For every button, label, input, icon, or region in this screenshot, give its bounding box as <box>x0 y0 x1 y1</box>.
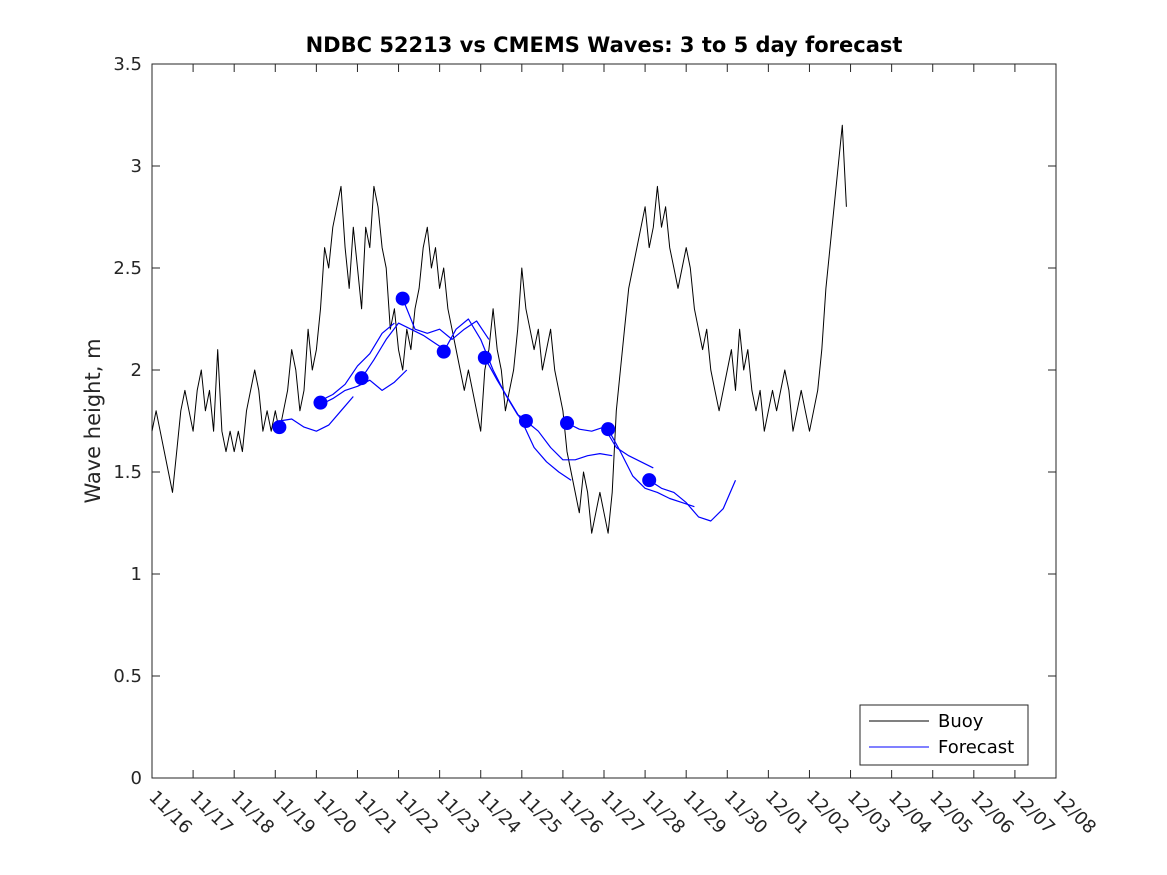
legend-box <box>859 704 1029 766</box>
y-tick-label: 2.5 <box>113 258 142 279</box>
forecast-marker <box>313 395 328 410</box>
y-axis-title: Wave height, m <box>81 338 105 503</box>
forecast-marker <box>354 371 369 386</box>
forecast-series-line <box>525 420 613 461</box>
forecast-marker <box>601 422 616 437</box>
y-tick-label: 1.5 <box>113 462 142 483</box>
forecast-series-line <box>279 396 354 432</box>
axes-box <box>151 63 1057 779</box>
y-tick-label: 0.5 <box>113 666 142 687</box>
y-tick-label: 1 <box>131 564 142 585</box>
forecast-series-line <box>648 479 737 522</box>
forecast-marker <box>518 414 533 428</box>
forecast-marker <box>477 350 492 365</box>
legend-label-forecast: Forecast <box>938 737 1014 758</box>
buoy-series-line <box>151 124 847 534</box>
forecast-series-line <box>320 322 395 402</box>
legend-label-buoy: Buoy <box>938 711 984 732</box>
forecast-marker <box>560 416 575 431</box>
y-tick-label: 2 <box>131 360 142 381</box>
series-layer <box>151 124 847 534</box>
forecast-marker <box>436 344 451 359</box>
forecast-marker <box>272 420 287 435</box>
chart-title: NDBC 52213 vs CMEMS Waves: 3 to 5 day fo… <box>306 33 903 57</box>
forecast-series-line <box>566 422 654 469</box>
y-tick-label: 3.5 <box>113 54 142 75</box>
y-tick-label: 0 <box>131 768 142 789</box>
legend: Buoy Forecast <box>859 704 1029 766</box>
forecast-series-line <box>484 357 572 481</box>
y-axis-ticks: 0 0.5 1 1.5 2 2.5 3 3.5 <box>113 54 1056 789</box>
forecast-series-line <box>361 322 449 379</box>
forecast-marker <box>395 291 410 306</box>
y-tick-label: 3 <box>131 156 142 177</box>
forecast-series-line <box>607 428 695 508</box>
forecast-marker <box>642 473 657 488</box>
forecast-series-line <box>402 298 490 340</box>
